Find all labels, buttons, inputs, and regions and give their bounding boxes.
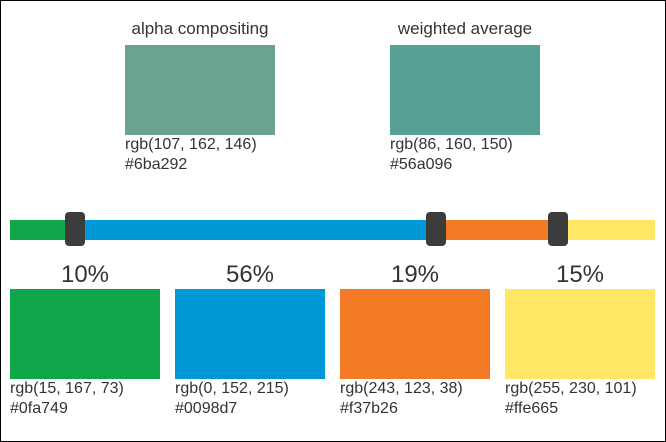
source-1-info: rgb(15, 167, 73) #0fa749 [10,379,124,419]
alpha-compositing-title: alpha compositing [131,19,269,38]
alpha-compositing-rgb: rgb(107, 162, 146) [125,136,257,153]
source-3-swatch[interactable] [340,289,490,379]
mix-handle-2[interactable] [425,212,446,246]
source-4-hex: #ffe665 [505,400,559,417]
source-4-rgb: rgb(255, 230, 101) [505,380,637,397]
mix-segment-green [10,220,75,240]
mix-handle-3[interactable] [548,212,569,246]
source-4-percent: 15% [555,261,605,288]
source-2-swatch[interactable] [175,289,325,379]
source-1-percent: 10% [60,261,110,288]
weighted-average-info: rgb(86, 160, 150) #56a096 [390,135,513,175]
source-1-swatch[interactable] [10,289,160,379]
mix-handle-1[interactable] [64,212,85,246]
source-4-swatch[interactable] [505,289,655,379]
weighted-average-rgb: rgb(86, 160, 150) [390,136,513,153]
source-1-hex: #0fa749 [10,400,68,417]
source-3-percent: 19% [390,261,440,288]
source-3-rgb: rgb(243, 123, 38) [340,380,463,397]
alpha-compositing-swatch [125,45,275,135]
source-2-info: rgb(0, 152, 215) #0098d7 [175,379,289,419]
weighted-average-swatch [390,45,540,135]
source-3-info: rgb(243, 123, 38) #f37b26 [340,379,463,419]
alpha-compositing-info: rgb(107, 162, 146) #6ba292 [125,135,257,175]
source-1-rgb: rgb(15, 167, 73) [10,380,124,397]
source-3-hex: #f37b26 [340,400,398,417]
source-2-rgb: rgb(0, 152, 215) [175,380,289,397]
alpha-compositing-hex: #6ba292 [125,156,188,173]
weighted-average-hex: #56a096 [390,156,453,173]
mix-segment-blue [74,220,436,240]
source-4-info: rgb(255, 230, 101) #ffe665 [505,379,637,419]
mix-bar [10,220,655,240]
source-2-percent: 56% [225,261,275,288]
weighted-average-title: weighted average [397,19,533,38]
mix-segment-yellow [558,220,655,240]
mix-segment-orange [435,220,559,240]
source-2-hex: #0098d7 [175,400,238,417]
